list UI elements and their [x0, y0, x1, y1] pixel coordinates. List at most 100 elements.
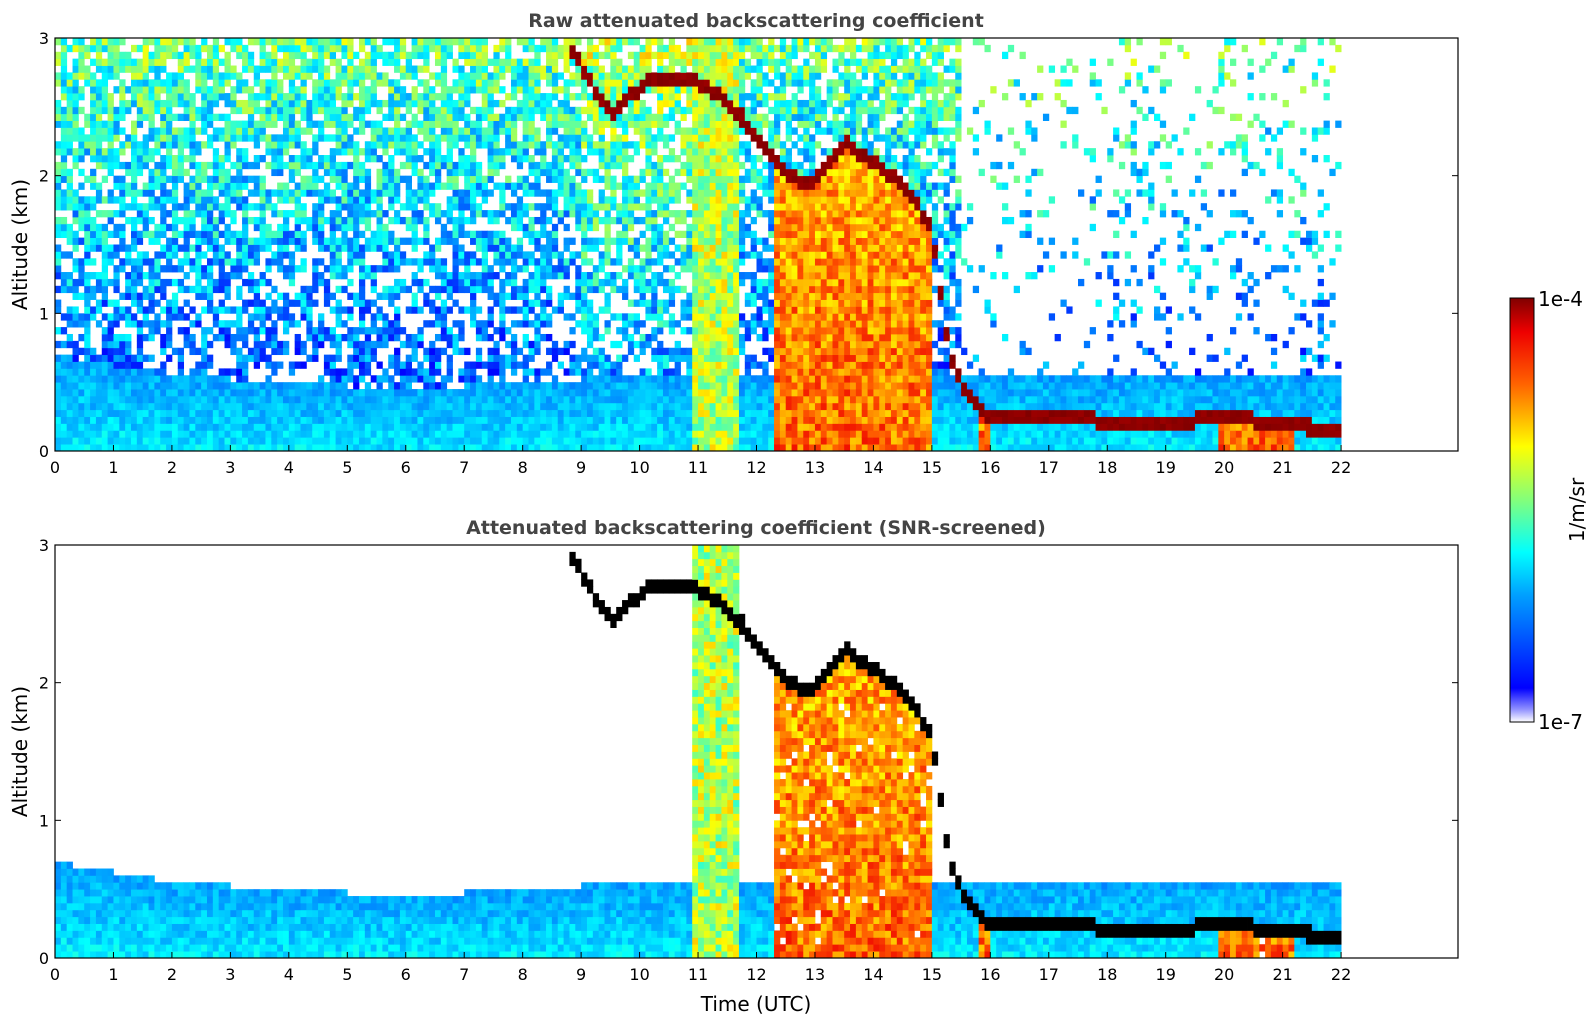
heatmap-cell [335, 141, 342, 149]
heatmap-cell [294, 299, 301, 307]
heatmap-cell [224, 430, 231, 438]
heatmap-cell [546, 272, 553, 280]
heatmap-cell [271, 51, 278, 60]
heatmap-cell [394, 320, 401, 328]
heatmap-cell [253, 340, 261, 349]
heatmap-cell [95, 44, 103, 53]
heatmap-cell [464, 216, 471, 225]
heatmap-cell [101, 258, 109, 266]
heatmap-cell [318, 230, 325, 239]
heatmap-cell [265, 416, 272, 424]
heatmap-cell [680, 141, 687, 149]
heatmap-cell [411, 389, 418, 397]
heatmap-cell [306, 292, 313, 300]
heatmap-cell [60, 120, 68, 128]
heatmap-cell [294, 203, 301, 211]
heatmap-cell [306, 430, 313, 438]
heatmap-cell [195, 65, 202, 73]
heatmap-cell [662, 416, 670, 424]
heatmap-cell [84, 389, 91, 397]
heatmap-cell [306, 148, 313, 156]
heatmap-cell [201, 106, 208, 115]
heatmap-cell [271, 333, 278, 342]
heatmap-cell [323, 444, 331, 451]
heatmap-cell [382, 375, 389, 383]
heatmap-cell [177, 230, 185, 239]
heatmap-cell [236, 51, 243, 60]
heatmap-cell [148, 120, 155, 128]
heatmap-cell [66, 223, 73, 232]
heatmap-cell [236, 258, 243, 266]
heatmap-cell [166, 444, 173, 451]
heatmap-cell [622, 237, 629, 245]
heatmap-cell [370, 313, 377, 321]
heatmap-cell [125, 292, 132, 300]
heatmap-cell [253, 120, 261, 128]
heatmap-cell [434, 72, 442, 80]
heatmap-cell [125, 354, 132, 362]
heatmap-cell [230, 189, 237, 197]
heatmap-cell [201, 389, 208, 397]
heatmap-cell [604, 382, 611, 390]
heatmap-cell [329, 382, 336, 390]
heatmap-cell [329, 437, 336, 445]
heatmap-cell [458, 423, 465, 431]
heatmap-cell [493, 216, 500, 225]
heatmap-cell [282, 347, 290, 356]
heatmap-cell [376, 120, 383, 128]
heatmap-cell [78, 51, 85, 60]
heatmap-cell [347, 182, 354, 190]
heatmap-cell [107, 120, 114, 128]
heatmap-cell [131, 168, 138, 177]
heatmap-cell [645, 244, 652, 252]
heatmap-cell [183, 382, 190, 390]
heatmap-cell [551, 423, 559, 431]
heatmap-cell [370, 230, 377, 239]
heatmap-cell [55, 168, 62, 177]
heatmap-cell [475, 402, 483, 411]
heatmap-cell [370, 189, 377, 197]
heatmap-cell [84, 175, 91, 183]
heatmap-cell [166, 313, 173, 321]
heatmap-cell [423, 258, 430, 266]
heatmap-cell [236, 230, 243, 239]
heatmap-cell [551, 251, 559, 259]
heatmap-cell [131, 375, 138, 383]
heatmap-cell [516, 58, 524, 66]
heatmap-cell [575, 127, 582, 135]
heatmap-cell [434, 210, 442, 218]
heatmap-cell [358, 416, 366, 424]
heatmap-cell [581, 155, 588, 163]
heatmap-cell [575, 120, 582, 128]
heatmap-cell [575, 148, 582, 156]
heatmap-cell [177, 72, 185, 80]
heatmap-cell [318, 134, 325, 142]
heatmap-cell [160, 423, 167, 431]
heatmap-cell [370, 340, 377, 349]
heatmap-cell [177, 382, 185, 390]
heatmap-cell [271, 161, 278, 170]
heatmap-cell [639, 368, 646, 376]
heatmap-cell [440, 38, 448, 46]
heatmap-cell [616, 79, 623, 87]
heatmap-cell [662, 134, 670, 142]
heatmap-cell [522, 423, 529, 431]
heatmap-cell [528, 230, 535, 239]
heatmap-cell [633, 113, 640, 121]
heatmap-cell [657, 430, 664, 438]
heatmap-cell [113, 210, 120, 218]
heatmap-cell [627, 106, 635, 115]
heatmap-cell [78, 44, 85, 53]
heatmap-cell [136, 265, 144, 273]
heatmap-cell [610, 155, 617, 163]
heatmap-cell [481, 141, 488, 149]
heatmap-cell [189, 375, 196, 383]
heatmap-cell [230, 382, 237, 390]
heatmap-cell [294, 72, 301, 80]
heatmap-cell [136, 340, 144, 349]
heatmap-cell [90, 244, 97, 252]
heatmap-cell [388, 389, 395, 397]
heatmap-cell [189, 223, 196, 232]
heatmap-cell [505, 278, 512, 287]
heatmap-cell [177, 99, 185, 108]
